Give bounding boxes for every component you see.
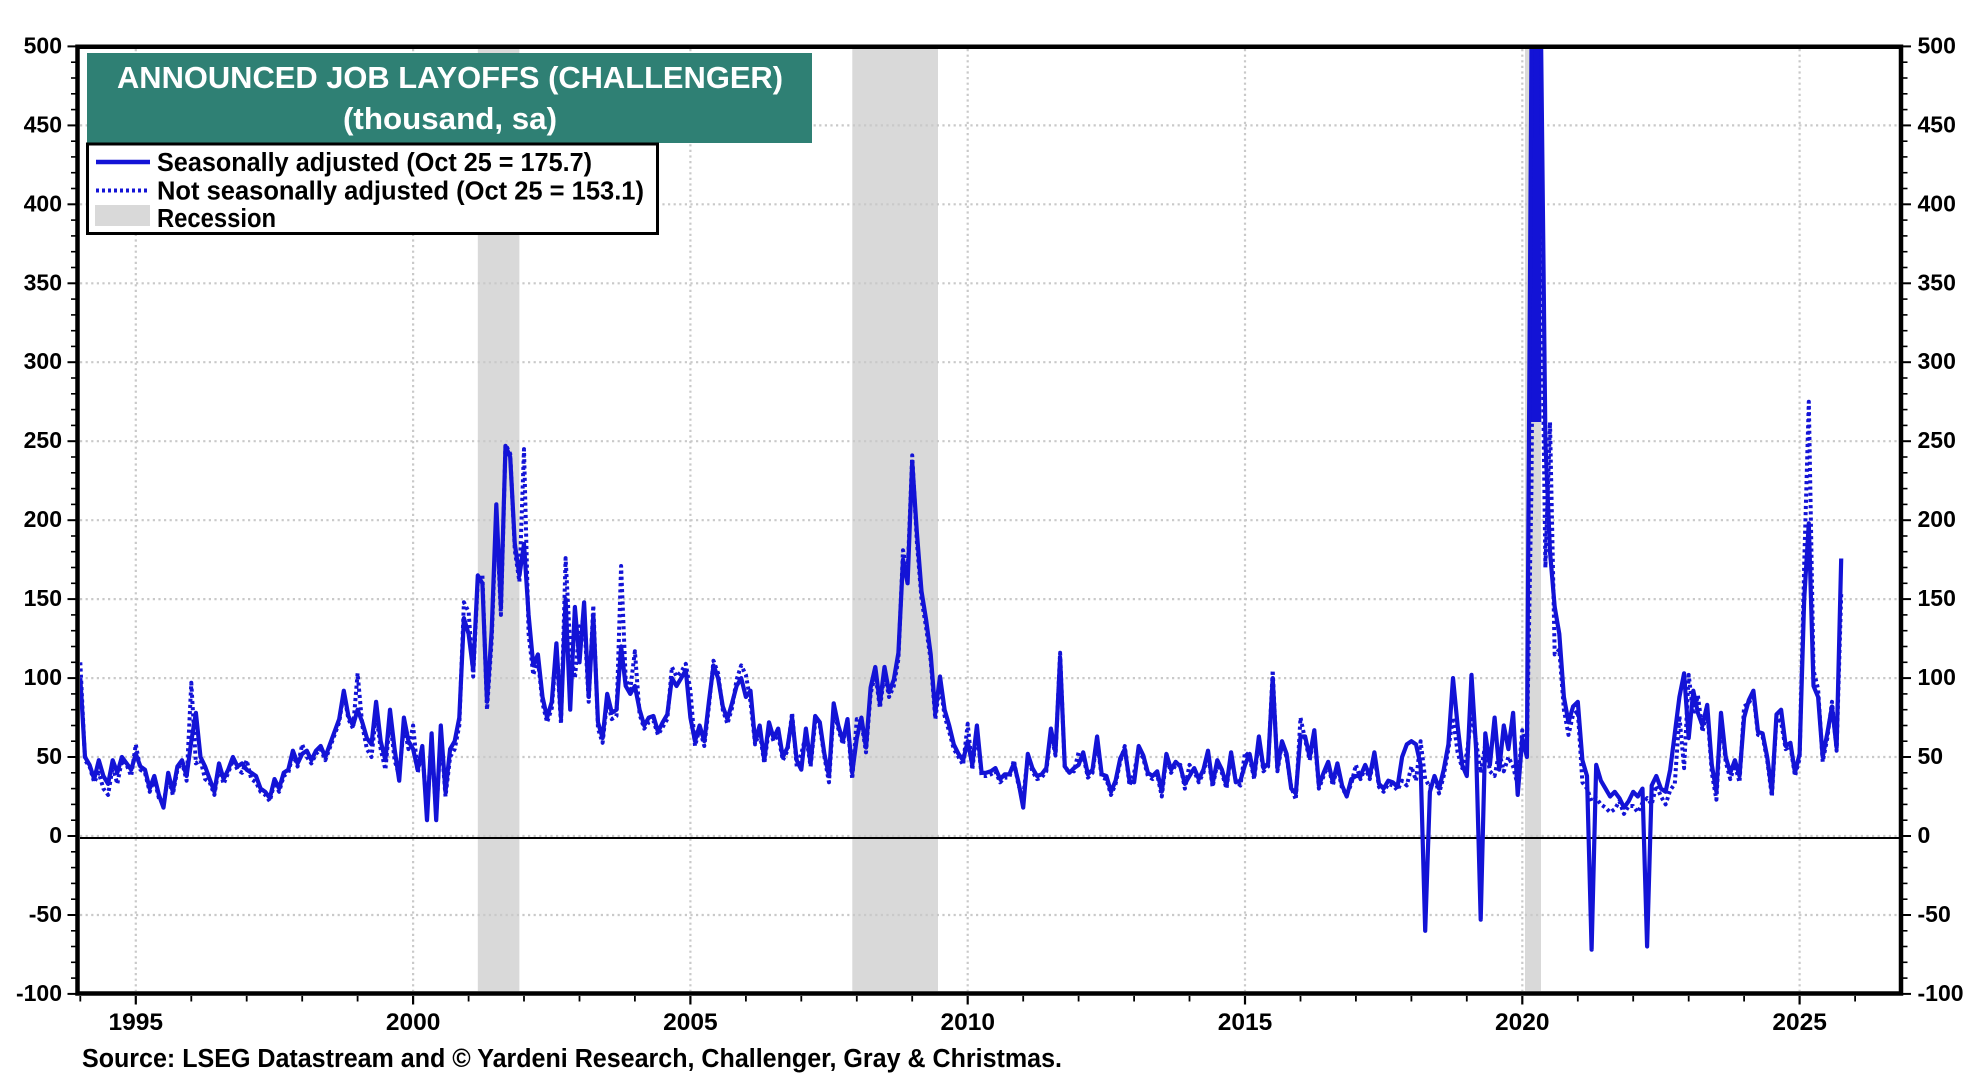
svg-text:Source: LSEG Datastream and ©: Source: LSEG Datastream and © Yardeni Re… bbox=[82, 1045, 1062, 1073]
svg-text:Recession: Recession bbox=[157, 205, 276, 233]
svg-text:50: 50 bbox=[36, 743, 62, 769]
svg-text:ANNOUNCED JOB LAYOFFS (CHALLEN: ANNOUNCED JOB LAYOFFS (CHALLENGER) bbox=[117, 60, 783, 95]
svg-text:-50: -50 bbox=[1918, 901, 1951, 927]
svg-text:Seasonally adjusted (Oct 25 =: Seasonally adjusted (Oct 25 = 175.7) bbox=[157, 149, 592, 177]
svg-text:(thousand, sa): (thousand, sa) bbox=[343, 101, 557, 136]
svg-text:2020: 2020 bbox=[1495, 1009, 1550, 1036]
svg-text:350: 350 bbox=[24, 269, 62, 295]
svg-text:450: 450 bbox=[1918, 111, 1956, 137]
svg-text:450: 450 bbox=[24, 111, 62, 137]
svg-text:300: 300 bbox=[24, 348, 62, 374]
svg-text:500: 500 bbox=[24, 32, 62, 58]
svg-text:2010: 2010 bbox=[940, 1009, 995, 1036]
svg-text:150: 150 bbox=[24, 585, 62, 611]
svg-text:2000: 2000 bbox=[386, 1009, 441, 1036]
svg-text:-100: -100 bbox=[16, 980, 62, 1006]
svg-text:250: 250 bbox=[1918, 427, 1956, 453]
svg-text:-50: -50 bbox=[29, 901, 62, 927]
svg-text:250: 250 bbox=[24, 427, 62, 453]
svg-text:400: 400 bbox=[24, 190, 62, 216]
svg-text:2015: 2015 bbox=[1218, 1009, 1273, 1036]
svg-text:-100: -100 bbox=[1918, 980, 1964, 1006]
svg-text:300: 300 bbox=[1918, 348, 1956, 374]
svg-text:400: 400 bbox=[1918, 190, 1956, 216]
svg-text:Not seasonally adjusted (Oct 2: Not seasonally adjusted (Oct 25 = 153.1) bbox=[157, 178, 644, 206]
svg-text:0: 0 bbox=[49, 822, 62, 848]
svg-text:2025: 2025 bbox=[1772, 1009, 1827, 1036]
svg-text:0: 0 bbox=[1918, 822, 1931, 848]
svg-text:350: 350 bbox=[1918, 269, 1956, 295]
svg-text:200: 200 bbox=[1918, 506, 1956, 532]
svg-text:50: 50 bbox=[1918, 743, 1944, 769]
svg-text:1995: 1995 bbox=[109, 1009, 164, 1036]
svg-text:100: 100 bbox=[1918, 664, 1956, 690]
svg-text:500: 500 bbox=[1918, 32, 1956, 58]
svg-text:100: 100 bbox=[24, 664, 62, 690]
svg-text:2005: 2005 bbox=[663, 1009, 718, 1036]
svg-text:150: 150 bbox=[1918, 585, 1956, 611]
svg-text:200: 200 bbox=[24, 506, 62, 532]
